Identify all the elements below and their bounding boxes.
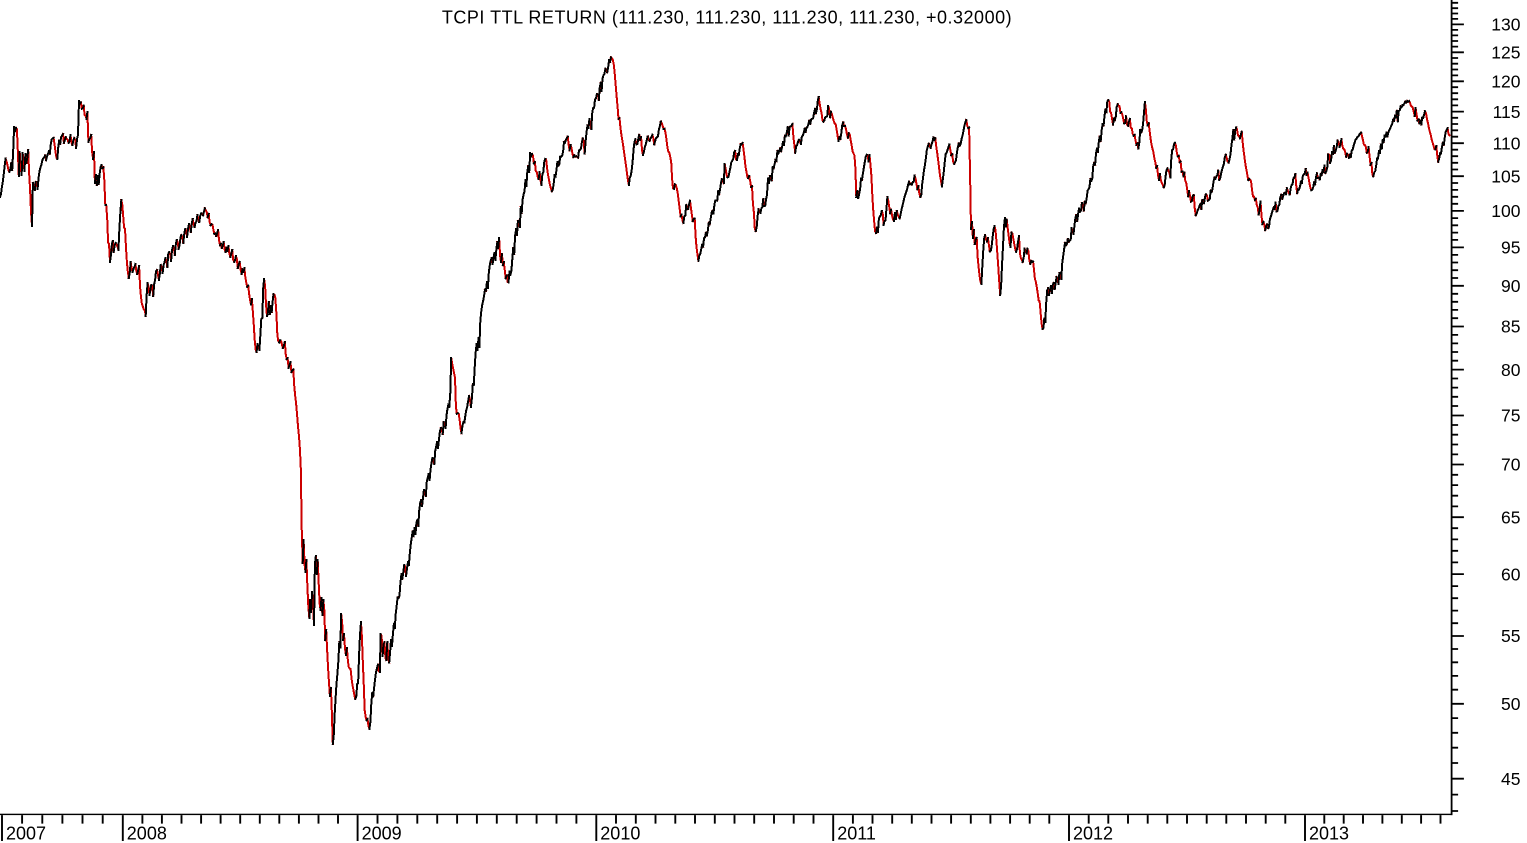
svg-text:2012: 2012 [1073,824,1113,843]
svg-text:2013: 2013 [1309,824,1349,843]
svg-text:125: 125 [1491,43,1520,63]
svg-text:70: 70 [1501,455,1521,475]
svg-text:115: 115 [1493,102,1521,122]
svg-text:50: 50 [1501,694,1521,714]
svg-text:65: 65 [1501,507,1520,527]
svg-text:2010: 2010 [600,824,640,843]
svg-text:55: 55 [1501,626,1520,646]
svg-text:75: 75 [1501,406,1520,426]
svg-text:80: 80 [1501,360,1521,380]
svg-text:TCPI TTL RETURN (111.230, 111.: TCPI TTL RETURN (111.230, 111.230, 111.2… [442,8,1012,28]
svg-text:105: 105 [1491,166,1520,186]
svg-text:90: 90 [1501,276,1521,296]
svg-text:60: 60 [1501,564,1521,584]
svg-text:85: 85 [1501,317,1520,337]
svg-text:2011: 2011 [837,824,876,843]
svg-text:110: 110 [1493,133,1521,153]
svg-text:100: 100 [1491,201,1520,221]
svg-text:2007: 2007 [6,824,46,843]
svg-text:130: 130 [1491,15,1520,35]
svg-text:2008: 2008 [127,824,167,843]
svg-text:45: 45 [1501,769,1520,789]
svg-text:2009: 2009 [362,824,402,843]
svg-text:95: 95 [1501,238,1520,258]
svg-text:120: 120 [1491,72,1520,92]
